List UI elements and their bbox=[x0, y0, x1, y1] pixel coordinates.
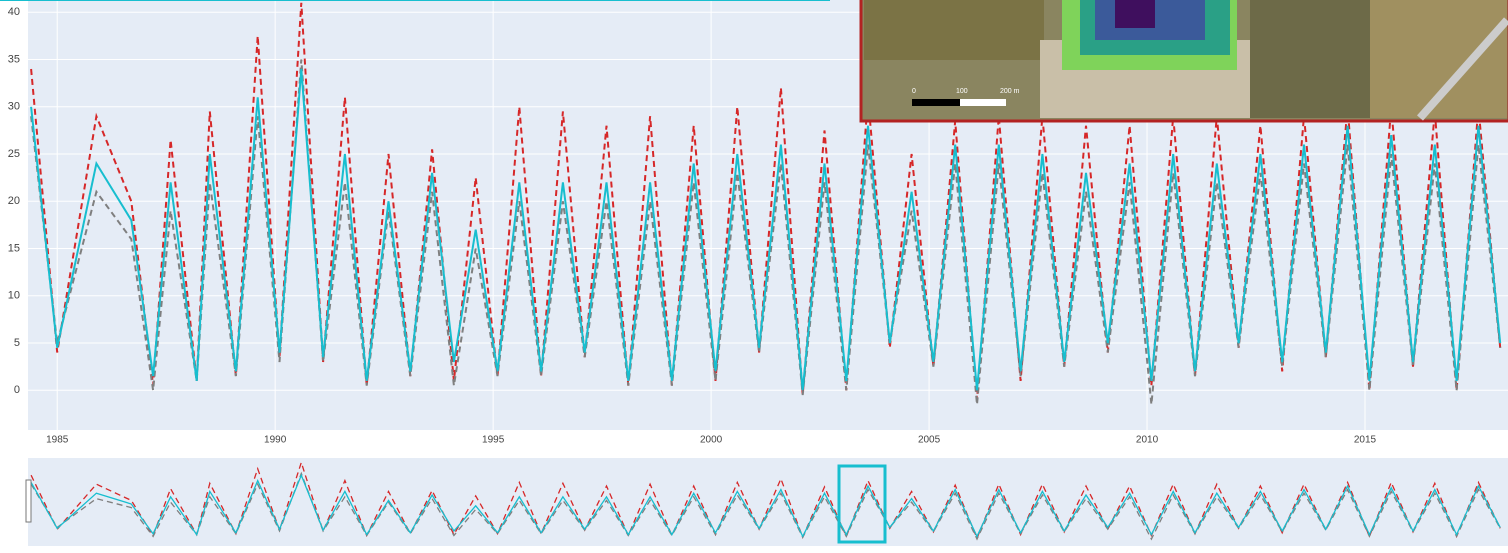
top-bar bbox=[0, 0, 830, 1]
heat-cell bbox=[1115, 0, 1155, 28]
page: 0 5 10 15 20 25 30 35 40 1985 1990 1995 2000 2005 2010… bbox=[0, 0, 1508, 553]
x-tick-label: 2000 bbox=[700, 435, 723, 446]
y-tick-label: 30 bbox=[8, 101, 20, 113]
x-tick-label: 1985 bbox=[46, 435, 69, 446]
field bbox=[864, 0, 1044, 60]
scale-bar bbox=[912, 99, 960, 106]
scale-label: 100 bbox=[956, 88, 968, 95]
scale-label: 0 bbox=[912, 88, 916, 95]
field bbox=[1250, 0, 1370, 118]
x-tick-label: 2010 bbox=[1136, 435, 1159, 446]
x-tick-label: 1990 bbox=[264, 435, 287, 446]
y-tick-label: 10 bbox=[8, 290, 20, 302]
inset-map: 0 100 200 m bbox=[861, 0, 1508, 121]
y-tick-label: 25 bbox=[8, 148, 20, 160]
x-tick-label: 1995 bbox=[482, 435, 505, 446]
scale-label: 200 m bbox=[1000, 88, 1020, 95]
y-tick-label: 35 bbox=[8, 53, 20, 65]
y-tick-label: 15 bbox=[8, 242, 20, 254]
scale-bar bbox=[960, 99, 1006, 106]
y-tick-label: 5 bbox=[14, 337, 20, 349]
chart: 0 5 10 15 20 25 30 35 40 1985 1990 1995 2000 2005 2010… bbox=[0, 0, 1508, 553]
y-tick-label: 40 bbox=[8, 6, 20, 18]
slider-handle[interactable] bbox=[26, 480, 31, 522]
x-tick-label: 2005 bbox=[918, 435, 941, 446]
y-tick-label: 20 bbox=[8, 195, 20, 207]
y-tick-label: 0 bbox=[14, 384, 20, 396]
x-tick-label: 2015 bbox=[1354, 435, 1377, 446]
